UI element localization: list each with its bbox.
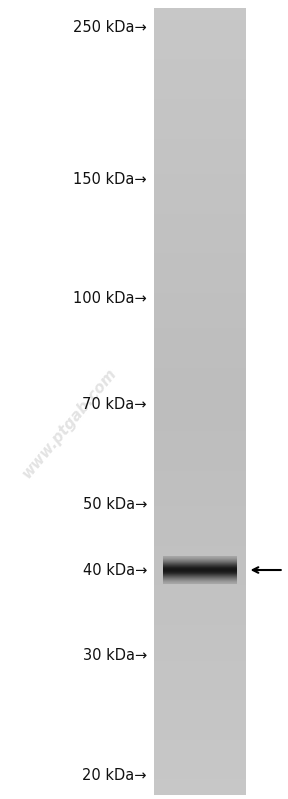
Text: 70 kDa→: 70 kDa→ <box>82 397 147 412</box>
Text: www.ptgab.com: www.ptgab.com <box>19 366 119 481</box>
Text: 40 kDa→: 40 kDa→ <box>82 562 147 578</box>
Text: 250 kDa→: 250 kDa→ <box>73 21 147 35</box>
Text: 150 kDa→: 150 kDa→ <box>73 172 147 186</box>
Text: 20 kDa→: 20 kDa→ <box>82 768 147 782</box>
Text: 100 kDa→: 100 kDa→ <box>73 292 147 307</box>
Text: 30 kDa→: 30 kDa→ <box>83 648 147 662</box>
Text: 50 kDa→: 50 kDa→ <box>82 496 147 511</box>
